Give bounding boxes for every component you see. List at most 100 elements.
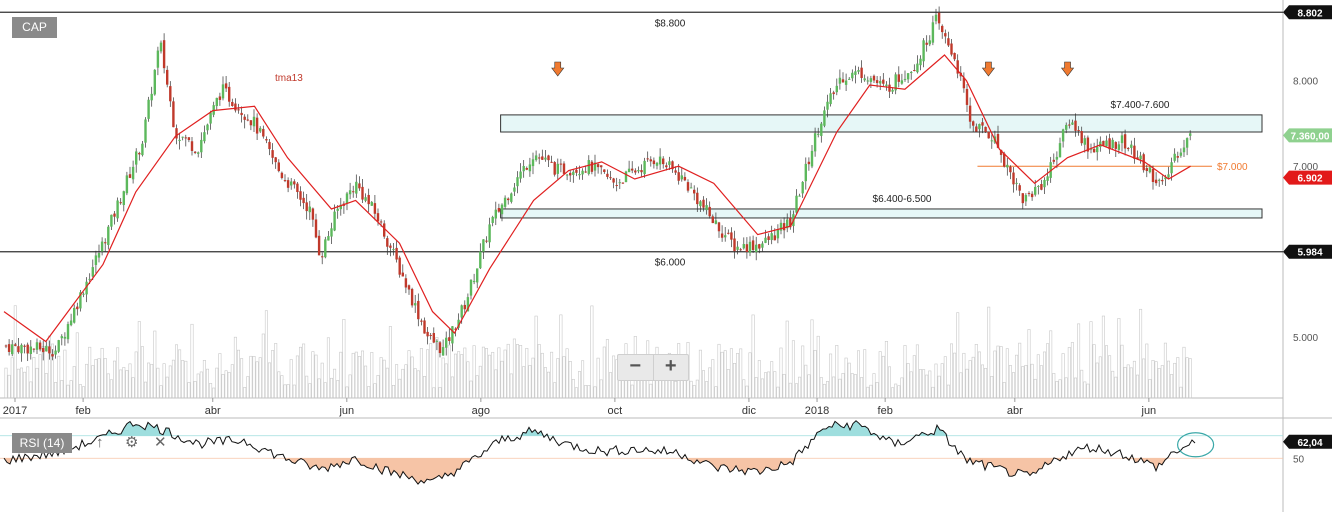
volume-bar — [215, 367, 219, 399]
volume-bar — [574, 387, 578, 399]
candle-body — [590, 161, 594, 172]
candle-body — [187, 137, 191, 141]
candle-body — [733, 238, 736, 252]
volume-bar — [342, 319, 346, 399]
volume-bar — [701, 370, 705, 399]
rsi-under-fill — [427, 458, 430, 481]
volume-bar — [426, 349, 430, 399]
volume-bar — [292, 384, 296, 399]
volume-bar — [630, 384, 634, 399]
volume-bar — [162, 363, 166, 399]
candle-body — [879, 81, 882, 84]
volume-bar — [745, 385, 749, 399]
volume-bar — [844, 357, 848, 399]
volume-bar — [100, 347, 104, 399]
volume-bar — [825, 381, 829, 399]
candle-body — [528, 164, 532, 172]
volume-bar — [308, 383, 312, 399]
candle-body — [507, 198, 510, 201]
volume-bar — [894, 383, 898, 399]
volume-bar — [767, 371, 771, 399]
volume-bar — [884, 341, 888, 399]
candle-body — [584, 171, 587, 173]
candle-body — [500, 204, 504, 215]
candle-body — [311, 208, 315, 220]
volume-bar — [320, 362, 324, 399]
rsi-over-fill — [136, 424, 139, 436]
volume-bar — [872, 373, 876, 399]
gear-icon[interactable]: ⚙ — [125, 434, 139, 451]
volume-bar — [447, 344, 451, 399]
volume-bar — [711, 359, 715, 399]
volume-bar — [1173, 362, 1177, 399]
rsi-under-fill — [760, 458, 763, 475]
zone-label: $6.400-6.500 — [873, 194, 932, 205]
rsi-under-fill — [769, 458, 772, 471]
candle-body — [367, 194, 370, 205]
candle-body — [587, 160, 590, 174]
candle-body — [1096, 146, 1099, 153]
volume-bar — [770, 361, 774, 399]
volume-bar — [838, 378, 842, 399]
volume-bar — [38, 354, 42, 399]
rsi-under-fill — [442, 458, 445, 479]
candle-body — [243, 116, 246, 120]
volume-bar — [54, 382, 58, 399]
candle-body — [389, 245, 392, 248]
rsi-under-fill — [367, 458, 370, 469]
arrow-up-icon[interactable]: ↑ — [96, 434, 104, 451]
volume-bar — [429, 343, 433, 399]
candle-body — [844, 80, 848, 85]
volume-bar — [202, 360, 206, 399]
candle-body — [1065, 124, 1068, 130]
close-icon[interactable]: ✕ — [154, 434, 167, 451]
volume-bar — [497, 347, 501, 399]
volume-bar — [165, 376, 169, 399]
volume-bar — [841, 373, 845, 399]
level-tag — [1283, 244, 1332, 259]
candle-body — [166, 69, 169, 85]
rsi-label[interactable]: RSI (14) — [12, 433, 72, 453]
zoom-out-button[interactable]: − — [629, 355, 642, 377]
volume-bar — [463, 347, 467, 399]
candle-body — [848, 78, 851, 80]
candle-body — [838, 77, 842, 84]
volume-bar — [385, 367, 389, 399]
candle-body — [184, 137, 187, 139]
volume-bar — [968, 360, 972, 399]
volume-bar — [596, 357, 600, 399]
candle-body — [417, 300, 420, 320]
volume-bar — [866, 386, 870, 399]
candle-body — [85, 281, 88, 295]
candle-body — [677, 172, 680, 181]
candle-body — [252, 116, 256, 127]
candle-body — [333, 211, 336, 231]
candle-body — [655, 162, 659, 166]
candle-body — [162, 40, 166, 69]
candle-body — [683, 176, 687, 181]
ticker-label[interactable]: CAP — [12, 17, 57, 38]
candle-body — [544, 157, 547, 160]
candle-body — [956, 60, 959, 74]
rsi-under-fill — [1003, 458, 1006, 469]
candle-body — [147, 99, 150, 119]
x-tick-label: dic — [742, 405, 757, 417]
candle-body — [398, 257, 401, 275]
volume-bar — [1011, 372, 1015, 399]
volume-bar — [1129, 367, 1133, 399]
rsi-under-fill — [784, 458, 787, 465]
candle-body — [751, 240, 755, 251]
volume-bar — [286, 384, 290, 399]
candle-body — [990, 140, 993, 142]
rsi-over-fill — [841, 426, 844, 436]
candle-body — [469, 279, 473, 296]
candle-body — [1092, 148, 1096, 153]
rsi-line — [3, 420, 1196, 485]
x-tick-label: 2018 — [805, 405, 829, 417]
candle-body — [1080, 131, 1083, 144]
volume-bar — [1108, 355, 1112, 399]
candle-body — [711, 216, 714, 224]
candle-body — [860, 67, 863, 78]
zoom-in-button[interactable]: + — [652, 355, 689, 380]
